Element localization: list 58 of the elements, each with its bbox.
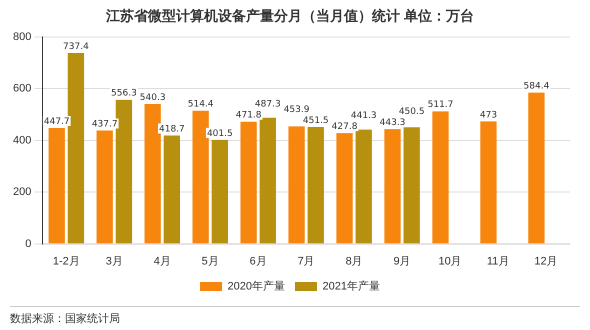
x-tick-label: 1-2月 (52, 255, 80, 268)
y-tick-label: 400 (12, 134, 32, 146)
bar (356, 130, 372, 244)
bar (288, 126, 305, 244)
data-label: 427.8 (332, 122, 358, 132)
data-label: 441.3 (350, 110, 377, 121)
data-label: 443.3 (380, 118, 406, 128)
data-label: 451.5 (302, 116, 329, 126)
y-tick-label: 600 (12, 82, 32, 95)
x-tick-label: 9月 (394, 255, 411, 268)
data-label: 511.7 (428, 100, 454, 110)
data-label: 473 (480, 110, 498, 120)
data-label: 401.5 (206, 128, 233, 139)
y-tick-label: 0 (25, 238, 32, 250)
bar (192, 110, 209, 244)
bar (240, 122, 257, 244)
bar (480, 121, 497, 244)
chart-title: 江苏省微型计算机设备产量分月（当月值）统计 单位：万台 (105, 7, 474, 24)
data-label: 737.4 (63, 42, 90, 52)
bar (212, 140, 228, 244)
source-note: 数据来源：国家统计局 (10, 306, 580, 326)
bar (144, 104, 161, 244)
bar (68, 53, 84, 244)
bar (384, 129, 401, 244)
x-tick-label: 11月 (486, 255, 510, 268)
data-label: 447.7 (44, 116, 70, 127)
bar (432, 111, 449, 244)
bar (528, 92, 545, 244)
x-tick-label: 7月 (298, 255, 315, 268)
bar (336, 133, 353, 244)
x-tick-label: 3月 (106, 255, 123, 268)
bar (116, 100, 132, 244)
y-tick-label: 800 (12, 30, 32, 43)
x-tick-label: 10月 (438, 255, 462, 268)
bar (48, 128, 65, 244)
legend-label: 2020年产量 (228, 280, 286, 293)
x-tick-label: 8月 (346, 255, 363, 268)
data-label: 514.4 (188, 100, 214, 110)
x-tick-label: 5月 (202, 255, 219, 268)
x-tick-label: 12月 (534, 255, 558, 268)
data-label: 450.5 (398, 106, 425, 117)
data-label: 418.7 (158, 124, 185, 134)
y-tick-label: 200 (12, 186, 32, 198)
data-label: 437.7 (92, 119, 118, 130)
bar (308, 126, 324, 244)
data-label: 471.8 (236, 110, 262, 121)
bar (164, 135, 180, 244)
bar (404, 127, 420, 244)
bar (260, 118, 276, 244)
data-label: 584.4 (524, 81, 550, 92)
x-tick-label: 4月 (154, 255, 171, 268)
legend-label: 2021年产量 (322, 280, 380, 293)
data-label: 487.3 (254, 100, 281, 110)
data-label: 540.3 (140, 92, 166, 103)
data-label: 556.3 (111, 88, 137, 99)
data-label: 453.9 (284, 104, 310, 115)
x-tick-label: 6月 (250, 255, 267, 268)
bar (96, 130, 113, 244)
